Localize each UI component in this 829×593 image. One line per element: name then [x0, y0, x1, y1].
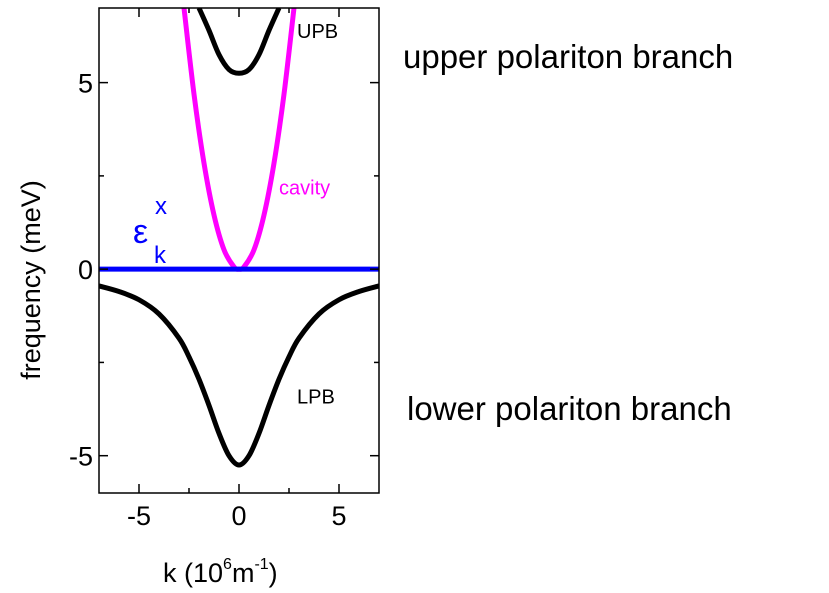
- curves-group: [99, 8, 379, 468]
- series-cavity-line: [181, 8, 297, 272]
- series-lpb-line: [99, 283, 379, 468]
- y-tick-label: 0: [78, 255, 93, 285]
- y-tick-label: 5: [78, 69, 93, 99]
- tick-labels: -5 0 5 -5 0 5: [69, 69, 347, 531]
- annotation-lpb: LPB: [297, 386, 335, 408]
- exciton-symbol: ε: [133, 213, 148, 251]
- exciton-label: ε x k: [133, 193, 171, 269]
- x-tick-label: -5: [127, 501, 151, 531]
- y-axis-label: frequency (meV): [16, 180, 46, 380]
- annotation-upb: UPB: [297, 21, 338, 43]
- exciton-superscript: x: [155, 193, 167, 220]
- y-tick-label: -5: [69, 442, 93, 472]
- exciton-subscript: k: [154, 242, 167, 269]
- annotation-cavity: cavity: [279, 178, 330, 200]
- x-axis-label-unit-exponent: -1: [254, 556, 268, 573]
- x-axis-label: k (106m-1): [163, 556, 278, 588]
- curve-annotations: UPB cavity LPB: [279, 21, 338, 409]
- lower-branch-label: lower polariton branch: [407, 390, 732, 427]
- axis-ticks: [99, 8, 379, 493]
- x-axis-label-exponent: 6: [223, 556, 232, 573]
- x-tick-label: 5: [331, 501, 346, 531]
- x-tick-label: 0: [231, 501, 246, 531]
- upper-branch-label: upper polariton branch: [403, 38, 733, 75]
- x-axis-label-unit: m: [232, 558, 255, 588]
- series-upb-line: [196, 8, 282, 76]
- x-axis-label-close: ): [269, 558, 278, 588]
